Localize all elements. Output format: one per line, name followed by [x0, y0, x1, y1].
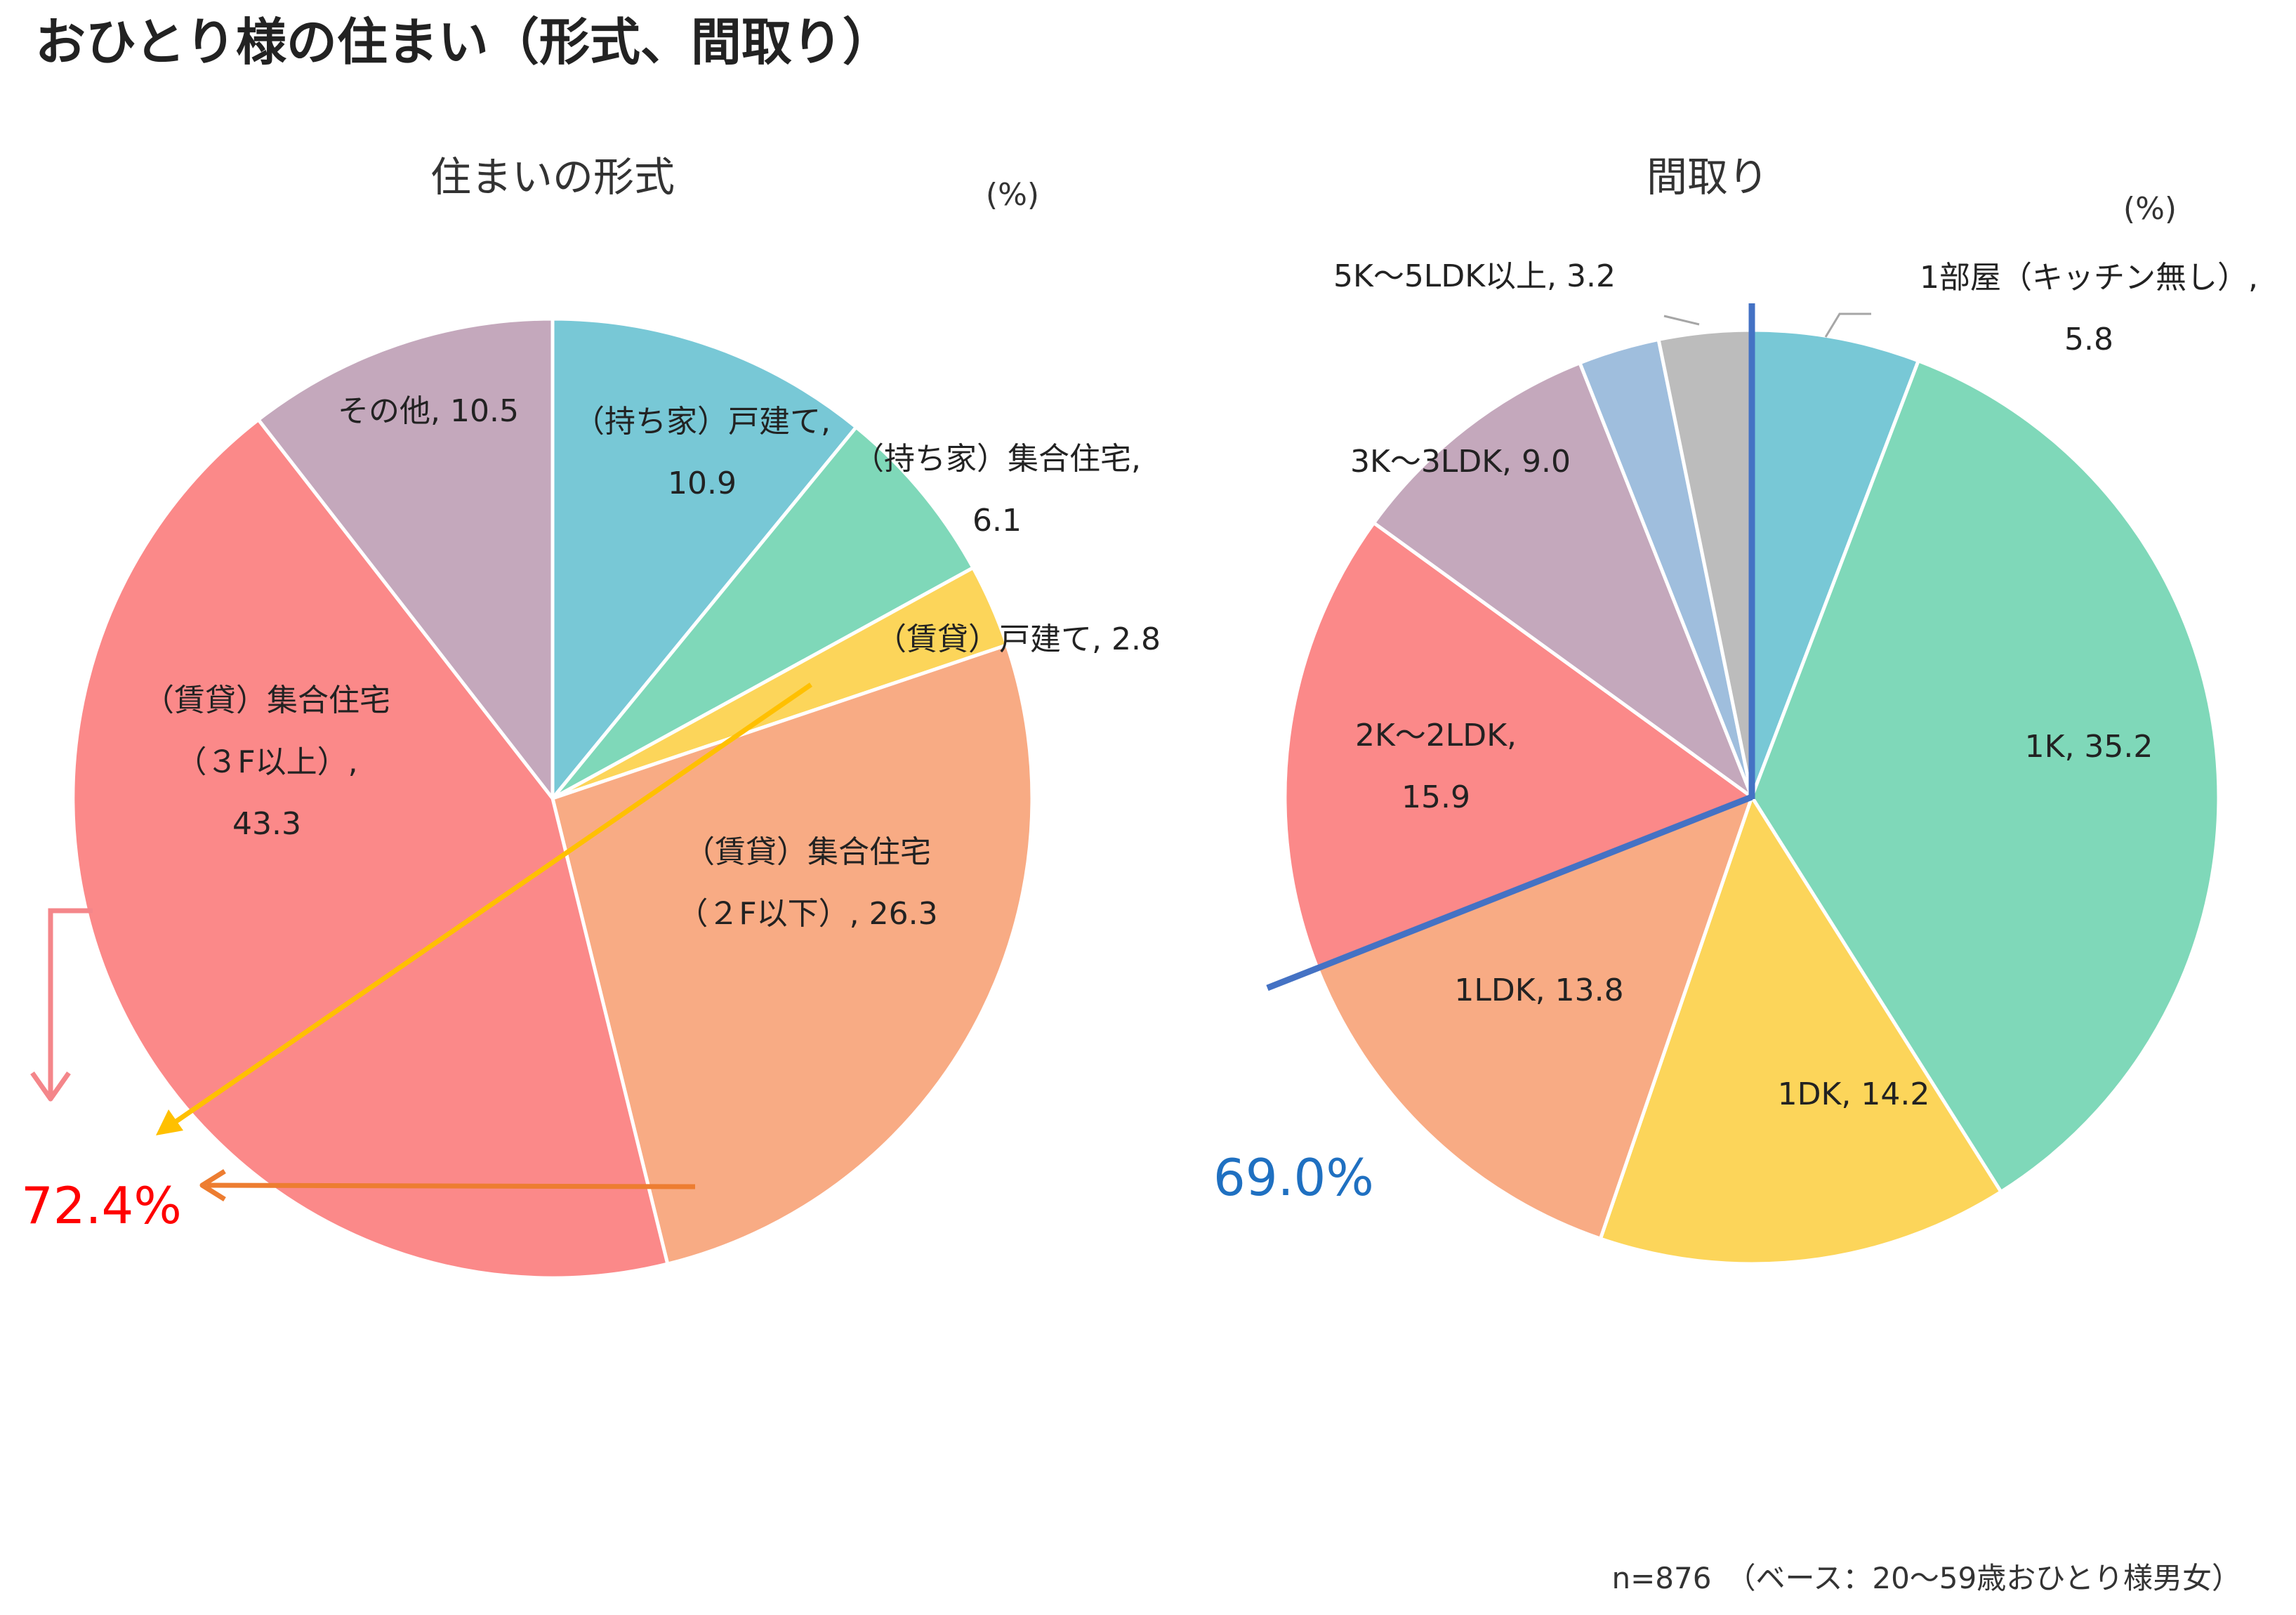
pie2-data-label-3: 1LDK, 13.8: [1454, 973, 1623, 1008]
chart-floor-plan: 間取り (%) 1部屋（キッチン無し）, 5.8 1K, 35.2 1DK, 14.2…: [1213, 153, 2258, 1266]
pie2-slice-4: [1283, 521, 1754, 969]
pie1-data-label-3: （２F以下）, 26.3: [677, 896, 937, 932]
pie2-data-label-5: 3K～3LDK, 9.0: [1350, 444, 1571, 480]
chart-housing-type-unit: (%): [986, 177, 1039, 213]
pie2-slice-5: [1372, 361, 1754, 799]
pie2-data-label-7: 5K～5LDK以上, 3.2: [1333, 258, 1616, 294]
chart-floor-plan-title: 間取り: [1647, 153, 1769, 201]
pie2-data-label-2: 1DK, 14.2: [1778, 1076, 1930, 1112]
pie2-data-label-4: 15.9: [1401, 779, 1470, 815]
footnote: n=876 （ベース：20～59歳おひとり様男女）: [1611, 1561, 2241, 1595]
pie1-slice-1: [550, 425, 975, 800]
pie2-slices: [1283, 328, 2221, 1266]
pie1-data-label-1: （持ち家）集合住宅,: [853, 441, 1141, 477]
pink-arrow-line: [48, 908, 93, 1095]
pie2-slice-0: [1750, 328, 1920, 799]
chart-floor-plan-unit: (%): [2123, 191, 2177, 227]
pie2-data-label-1: 1K, 35.2: [2025, 729, 2153, 765]
annotation-69-0: 69.0%: [1213, 1148, 1374, 1207]
pie1-data-label-2: （賃貸）戸建て, 2.8: [876, 621, 1161, 657]
divider-line-diagonal: [1266, 793, 1753, 991]
pie2-slice-1: [1750, 359, 2221, 1194]
pie1-slice-5: [256, 317, 555, 800]
pie1-slice-0: [550, 317, 858, 800]
annotation-72-4: 72.4%: [21, 1176, 182, 1235]
pie2-data-label-4: 2K～2LDK,: [1355, 718, 1517, 753]
pie1-data-label-5: その他, 10.5: [338, 393, 519, 429]
yellow-arrowhead: [156, 1109, 183, 1135]
pie1-data-label-0: 10.9: [668, 466, 737, 501]
pie1-slice-3: [550, 643, 1034, 1266]
pie1-data-label-4: （３F以上）,: [176, 744, 357, 780]
chart-housing-type: 住まいの形式 (%) （持ち家）戸建て, 10.9 （持ち家）集合住宅, 6.1 （賃貸…: [21, 153, 1161, 1280]
pie1-arrows: [30, 683, 812, 1201]
pie1-data-label-4: （賃貸）集合住宅: [143, 683, 390, 718]
leader-line-1room: [1824, 312, 1871, 338]
pie1-slice-4: [71, 418, 670, 1280]
pie2-slice-3: [1315, 795, 1754, 1241]
pie1-slices: [71, 317, 1034, 1280]
pie2-labels: 1部屋（キッチン無し）, 5.8 1K, 35.2 1DK, 14.2 1LDK, 13…: [1333, 258, 2258, 1112]
pie1-data-label-3: （賃貸）集合住宅: [684, 834, 931, 870]
pie2-data-label-0: 1部屋（キッチン無し）,: [1920, 260, 2258, 296]
pie1-data-label-4: 43.3: [232, 806, 301, 842]
pink-arrowhead: [30, 1071, 71, 1102]
orange-arrowhead: [199, 1169, 226, 1201]
pie2-extras: [1266, 303, 1871, 991]
yellow-arrow-line: [161, 683, 812, 1133]
leader-line-5k: [1663, 315, 1700, 326]
orange-arrow-line: [206, 1182, 696, 1189]
pie2-slice-2: [1598, 795, 2003, 1266]
pie1-data-label-0: （持ち家）戸建て,: [574, 404, 831, 440]
chart-housing-type-title: 住まいの形式: [430, 153, 675, 201]
page-title: おひとり様の住まい（形式、間取り）: [35, 13, 893, 72]
pie1-data-label-1: 6.1: [972, 503, 1022, 539]
pie1-labels: （持ち家）戸建て, 10.9 （持ち家）集合住宅, 6.1 （賃貸）戸建て, 2.8 （賃…: [143, 393, 1161, 932]
pie2-data-label-0: 5.8: [2064, 322, 2113, 357]
